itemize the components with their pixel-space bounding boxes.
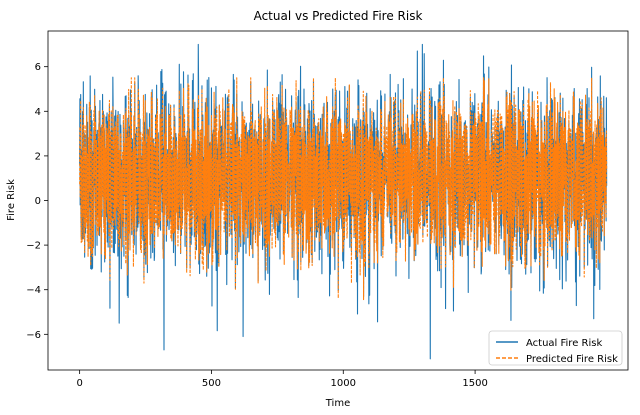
x-tick-label: 1000 [331, 378, 356, 389]
x-tick-label: 0 [76, 378, 82, 389]
y-tick-label: −6 [26, 330, 41, 341]
y-axis-label: Fire Risk [6, 179, 17, 221]
y-tick-label: 2 [35, 151, 41, 162]
x-tick-label: 500 [202, 378, 221, 389]
legend: Actual Fire Risk Predicted Fire Risk [488, 330, 623, 366]
chart-title: Actual vs Predicted Fire Risk [254, 9, 423, 23]
legend-box [488, 330, 623, 366]
y-axis: −6 −4 −2 0 2 4 6 [26, 62, 48, 341]
y-tick-label: 4 [35, 107, 41, 118]
x-axis-label: Time [325, 398, 350, 409]
y-tick-label: −4 [26, 285, 41, 296]
x-axis: 0 500 1000 1500 [76, 370, 488, 389]
y-tick-label: 6 [35, 62, 41, 73]
y-tick-label: −2 [26, 241, 41, 252]
y-tick-label: 0 [35, 196, 41, 207]
plot-area [79, 43, 608, 360]
legend-label-actual: Actual Fire Risk [526, 338, 602, 349]
x-tick-label: 1500 [462, 378, 487, 389]
series-line-predicted-fire-risk [79, 77, 608, 301]
legend-label-predicted: Predicted Fire Risk [526, 354, 618, 365]
